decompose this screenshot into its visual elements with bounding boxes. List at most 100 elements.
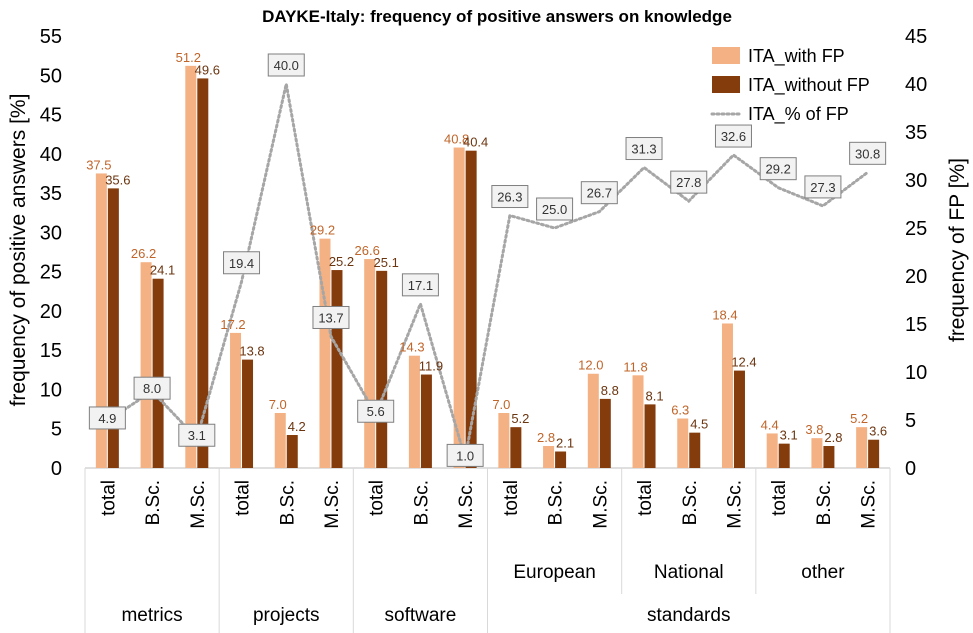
group-label: projects: [253, 605, 320, 626]
data-label-box: [223, 251, 261, 275]
data-label-without-fp: 8.8: [601, 383, 619, 398]
y2-tick-label: 45: [905, 26, 927, 48]
legend: ITA_with FP ITA_without FP ITA_% of FP: [710, 46, 870, 125]
data-label-with-fp: 14.3: [399, 340, 424, 355]
data-label-pct-text: 31.3: [631, 142, 656, 157]
data-label-without-fp: 11.9: [419, 359, 443, 374]
bar-without-fp: [689, 432, 701, 468]
legend-label: ITA_with FP: [748, 46, 845, 67]
y-axis-label: frequency of positive answers [%]: [7, 94, 30, 407]
data-label-without-fp: 49.6: [195, 62, 220, 77]
legend-entry: ITA_with FP: [712, 46, 845, 67]
axes: 0 5 10 15 20 25 30 35 40 45 50 55 0 5 10 15 20 25 30 35 40 45: [40, 26, 928, 480]
data-label-with-fp: 26.6: [355, 243, 380, 258]
category-label: total: [501, 480, 522, 516]
data-label-with-fp: 37.5: [86, 157, 111, 172]
bar-with-fp: [408, 355, 420, 468]
y2-tick-label: 20: [905, 266, 927, 288]
data-label-pct-fp: 30.8: [849, 141, 887, 165]
data-label-pct-text: 26.7: [587, 186, 612, 201]
data-label-pct-fp: 31.3: [625, 137, 663, 161]
category-label: total: [769, 480, 790, 516]
data-label-box: [714, 124, 752, 148]
data-label-without-fp: 40.4: [463, 135, 488, 150]
data-label-box: [670, 170, 708, 194]
bar-without-fp: [197, 78, 209, 468]
data-label-box: [401, 273, 439, 297]
group-label: software: [385, 605, 457, 626]
y-tick-label: 0: [51, 458, 62, 480]
category-label: M.Sc.: [724, 480, 745, 529]
legend-swatch: [712, 47, 740, 64]
data-label-pct-fp: 19.4: [223, 251, 261, 275]
y-tick-label: 55: [40, 26, 62, 48]
data-label-pct-text: 40.0: [274, 58, 299, 73]
data-label-pct-text: 8.0: [143, 381, 161, 396]
data-label-with-fp: 2.8: [537, 430, 555, 445]
y-tick-label: 5: [51, 419, 62, 441]
bar-without-fp: [152, 278, 164, 468]
data-label-pct-text: 17.1: [408, 278, 433, 293]
data-label-with-fp: 26.2: [131, 246, 156, 261]
bar-with-fp: [364, 259, 376, 468]
bar-with-fp: [274, 413, 286, 468]
bar-with-fp: [140, 262, 152, 468]
data-label-without-fp: 8.1: [645, 388, 663, 403]
data-label-without-fp: 2.8: [824, 430, 842, 445]
bar-without-fp: [465, 150, 477, 468]
y-tick-label: 40: [40, 144, 62, 166]
data-label-pct-fp: 26.3: [491, 185, 529, 209]
data-label-pct-text: 25.0: [542, 202, 567, 217]
bar-with-fp: [632, 375, 644, 468]
data-label-with-fp: 11.8: [623, 359, 647, 374]
data-label-without-fp: 5.2: [511, 411, 529, 426]
y2-tick-label: 25: [905, 218, 927, 240]
data-label-box: [759, 157, 797, 181]
data-label-without-fp: 3.6: [869, 424, 887, 439]
category-label: M.Sc.: [322, 480, 343, 529]
bar-without-fp: [733, 370, 745, 468]
data-label-pct-fp: 3.1: [178, 423, 216, 447]
data-label-box: [357, 399, 395, 423]
data-label-box: [133, 376, 171, 400]
data-label-box: [491, 185, 529, 209]
data-label-pct-text: 27.8: [676, 175, 701, 190]
data-label-with-fp: 7.0: [492, 397, 510, 412]
data-label-pct-text: 1.0: [456, 448, 474, 463]
y2-tick-label: 30: [905, 170, 927, 192]
data-label-with-fp: 17.2: [220, 317, 245, 332]
category-label: total: [233, 480, 254, 516]
y2-tick-label: 0: [905, 458, 916, 480]
data-label-with-fp: 29.2: [310, 223, 335, 238]
data-label-box: [804, 175, 842, 199]
data-label-box: [312, 305, 350, 329]
data-label-pct-fp: 29.2: [759, 157, 797, 181]
subgroup-label: other: [801, 562, 845, 583]
data-label-box: [625, 137, 663, 161]
category-label: B.Sc.: [680, 480, 701, 525]
data-label-pct-fp: 5.6: [357, 399, 395, 423]
bar-without-fp: [420, 374, 432, 468]
data-label-pct-text: 32.6: [721, 129, 746, 144]
data-label-with-fp: 5.2: [850, 411, 868, 426]
data-label-pct-text: 3.1: [188, 428, 206, 443]
bar-with-fp: [95, 173, 107, 469]
data-label-pct-fp: 27.3: [804, 175, 842, 199]
category-label: total: [98, 480, 119, 516]
bar-with-fp: [856, 427, 868, 468]
category-label: M.Sc.: [859, 480, 880, 529]
bars: [95, 65, 880, 469]
category-label: B.Sc.: [411, 480, 432, 525]
bar-with-fp: [587, 373, 599, 468]
data-label-without-fp: 35.6: [105, 172, 130, 187]
data-label-without-fp: 3.1: [780, 428, 798, 443]
data-label-pct-fp: 27.8: [670, 170, 708, 194]
bar-without-fp: [510, 427, 522, 468]
y2-tick-label: 10: [905, 362, 927, 384]
legend-swatch: [712, 76, 740, 93]
bar-with-fp: [811, 438, 823, 468]
data-labels: 37.5 26.2 51.2 17.2 7.0 29.2 26.6 14.3 40.8 7.0 2.…: [86, 50, 887, 467]
chart-title: DAYKE-Italy: frequency of positive answe…: [262, 7, 732, 26]
data-label-pct-fp: 26.7: [580, 181, 618, 205]
data-label-pct-text: 30.8: [855, 146, 880, 161]
